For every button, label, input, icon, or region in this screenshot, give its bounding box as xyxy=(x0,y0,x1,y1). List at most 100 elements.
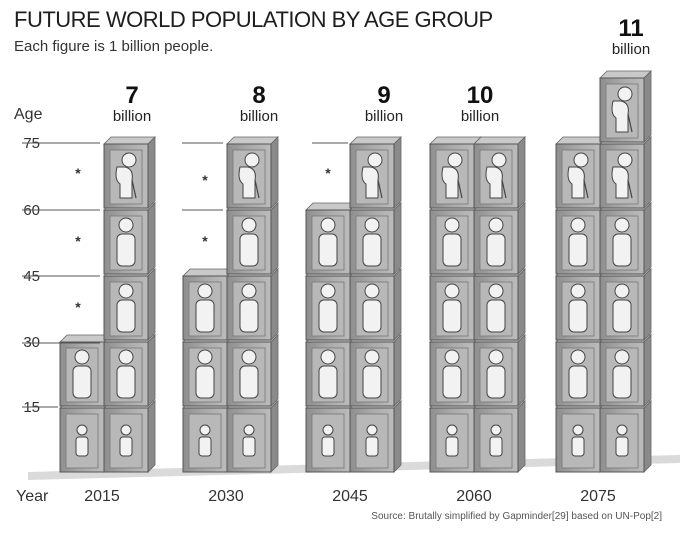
year-label: 2060 xyxy=(456,488,492,505)
person-body xyxy=(116,365,136,399)
population-box xyxy=(103,400,156,473)
population-box xyxy=(182,268,235,341)
person-head xyxy=(320,349,336,365)
box-top xyxy=(305,202,358,211)
person-head xyxy=(197,349,213,365)
box-side xyxy=(147,334,156,407)
population-box xyxy=(473,202,526,275)
person-body xyxy=(238,166,256,199)
total-unit: billion xyxy=(461,108,499,125)
population-box xyxy=(429,202,482,275)
person-head xyxy=(244,152,260,168)
person-body xyxy=(611,166,629,199)
star-marker: * xyxy=(75,299,81,315)
person-body xyxy=(195,299,215,333)
person-body xyxy=(318,365,338,399)
person-head xyxy=(444,349,460,365)
person-body xyxy=(198,436,212,457)
person-head xyxy=(573,152,589,168)
total-unit: billion xyxy=(113,108,151,125)
star-marker: * xyxy=(325,165,331,181)
person-body xyxy=(612,233,632,267)
person-head xyxy=(614,283,630,299)
cane xyxy=(457,179,463,199)
box-side xyxy=(517,400,526,473)
person-body xyxy=(75,436,89,457)
person-head xyxy=(320,217,336,233)
population-box xyxy=(349,268,402,341)
person-body xyxy=(362,365,382,399)
person-body xyxy=(239,365,259,399)
person-body xyxy=(442,365,462,399)
person-head xyxy=(617,86,633,102)
person-body xyxy=(321,436,335,457)
total-value: 7 xyxy=(125,82,138,109)
population-box xyxy=(226,136,279,209)
population-box xyxy=(349,334,402,407)
person-head xyxy=(364,349,380,365)
person-head xyxy=(120,424,132,436)
star-marker: * xyxy=(75,165,81,181)
person-head xyxy=(446,424,458,436)
box-side xyxy=(270,268,279,341)
year-label: 2015 xyxy=(84,488,120,505)
person-body xyxy=(442,233,462,267)
person-head xyxy=(616,424,628,436)
chart-title: FUTURE WORLD POPULATION BY AGE GROUP xyxy=(14,7,493,32)
box-side xyxy=(643,202,652,275)
population-box xyxy=(599,400,652,473)
population-box xyxy=(555,202,608,275)
person-head xyxy=(243,424,255,436)
population-box xyxy=(555,268,608,341)
box-side xyxy=(643,334,652,407)
person-body xyxy=(568,365,588,399)
person-body xyxy=(362,299,382,333)
box-top xyxy=(555,136,608,145)
person-body xyxy=(442,299,462,333)
box-side xyxy=(270,334,279,407)
population-box xyxy=(599,136,652,209)
person-head xyxy=(570,349,586,365)
person-head xyxy=(570,217,586,233)
population-box xyxy=(473,136,526,209)
population-box xyxy=(429,136,482,209)
person-head xyxy=(118,283,134,299)
population-box xyxy=(182,334,235,407)
person-head xyxy=(488,349,504,365)
box-side xyxy=(393,202,402,275)
population-box xyxy=(473,334,526,407)
person-head xyxy=(617,152,633,168)
person-body xyxy=(362,233,382,267)
person-body xyxy=(361,166,379,199)
person-body xyxy=(72,365,92,399)
population-box xyxy=(305,334,358,407)
person-body xyxy=(318,233,338,267)
population-box xyxy=(182,400,235,473)
box-side xyxy=(393,136,402,209)
box-side xyxy=(270,400,279,473)
population-box xyxy=(226,400,279,473)
person-head xyxy=(241,217,257,233)
population-box xyxy=(59,334,112,407)
person-head xyxy=(322,424,334,436)
cane xyxy=(254,179,260,199)
person-body xyxy=(486,299,506,333)
person-head xyxy=(366,424,378,436)
box-side xyxy=(270,136,279,209)
box-side xyxy=(517,334,526,407)
person-body xyxy=(116,233,136,267)
population-box xyxy=(226,202,279,275)
box-side xyxy=(643,136,652,209)
box-side xyxy=(393,268,402,341)
cane xyxy=(583,179,589,199)
population-box xyxy=(599,334,652,407)
person-head xyxy=(320,283,336,299)
person-head xyxy=(241,349,257,365)
population-box xyxy=(59,400,112,473)
population-box xyxy=(429,268,482,341)
person-body xyxy=(568,233,588,267)
box-top xyxy=(599,70,652,79)
box-side xyxy=(147,136,156,209)
person-body xyxy=(611,100,629,133)
cane xyxy=(377,179,383,199)
